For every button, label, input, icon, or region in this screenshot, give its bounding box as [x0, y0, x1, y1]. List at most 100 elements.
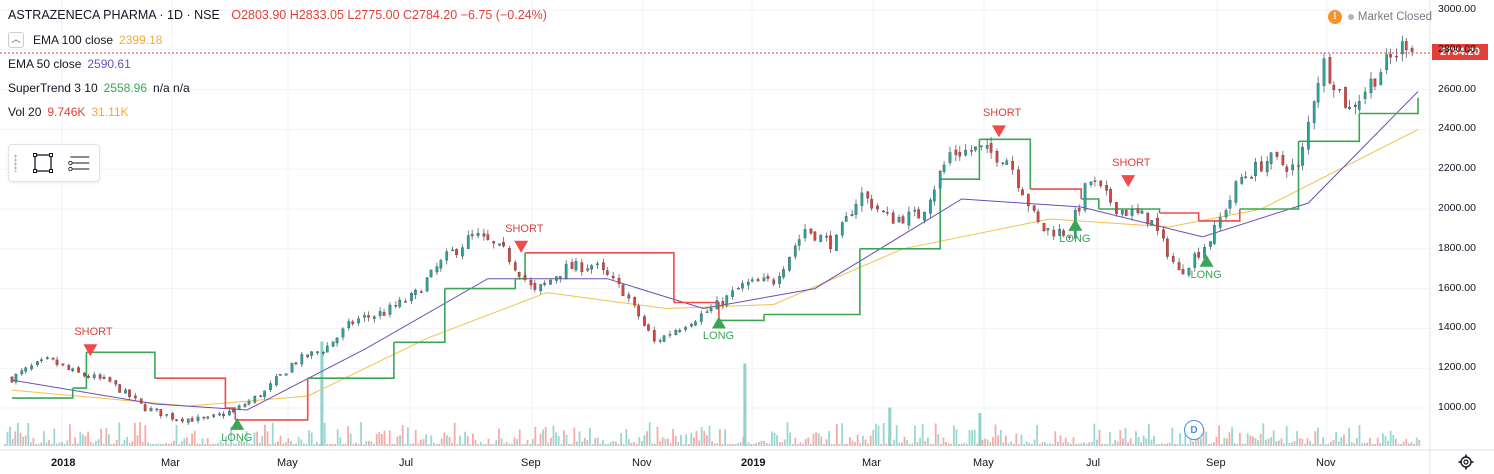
candle-body: [643, 316, 646, 326]
volume-bar: [451, 442, 453, 446]
supertrend-segment: [72, 352, 88, 389]
collapse-legend-button[interactable]: ︿: [8, 32, 24, 48]
volume-bar: [1249, 435, 1252, 446]
volume-bar: [815, 432, 817, 446]
volume-bar: [823, 443, 825, 446]
candle-body: [259, 395, 263, 397]
dividend-event-badge[interactable]: D: [1184, 420, 1204, 440]
indicator-supertrend[interactable]: SuperTrend 3 10 2558.96 n/a n/a: [8, 81, 190, 95]
volume-bar: [893, 439, 895, 446]
rectangle-tool-icon[interactable]: [31, 151, 55, 175]
volume-bar: [1246, 433, 1249, 446]
volume-bar: [305, 443, 308, 446]
candle-body: [1130, 209, 1134, 216]
candle-body: [455, 249, 458, 256]
volume-bar: [1101, 443, 1103, 446]
candle-body: [1389, 54, 1392, 58]
volume-bar: [607, 443, 609, 446]
candle-body: [1369, 78, 1373, 94]
candle-body: [498, 243, 501, 246]
volume-bar: [651, 443, 654, 446]
candle-body: [1026, 194, 1030, 207]
volume-bar: [95, 441, 97, 446]
volume-bar: [1267, 438, 1270, 446]
candle-body: [149, 408, 153, 412]
volume-bar: [167, 443, 170, 446]
volume-bar: [1236, 443, 1239, 446]
volume-bar: [620, 433, 622, 446]
volume-bar: [1257, 440, 1259, 446]
volume-bar: [682, 443, 685, 446]
candle-body: [989, 143, 993, 153]
candle-body: [466, 235, 470, 249]
volume-bar: [1158, 443, 1161, 446]
symbol-title[interactable]: ASTRAZENECA PHARMA · 1D · NSE: [8, 8, 220, 22]
volume-bar: [196, 443, 199, 446]
volume-bar: [63, 443, 66, 446]
candle-body: [1136, 208, 1140, 214]
volume-bar: [685, 434, 687, 446]
candle-body: [829, 235, 832, 250]
volume-bar: [516, 439, 518, 446]
candle-body: [45, 357, 49, 359]
candle-body: [278, 374, 282, 376]
volume-bar: [71, 443, 74, 446]
indicator-volume[interactable]: Vol 20 9.746K 31.11K: [8, 105, 129, 119]
volume-bar: [1174, 443, 1176, 446]
volume-bar: [287, 438, 290, 446]
volume-bar: [830, 443, 833, 446]
volume-bar: [396, 436, 399, 446]
volume-bar: [1088, 442, 1090, 446]
indicator-ema100[interactable]: ︿ EMA 100 close 2399.18: [8, 32, 162, 48]
candle-body: [882, 210, 885, 213]
candle-body: [492, 241, 496, 244]
volume-bar: [1197, 438, 1200, 446]
volume-bar: [173, 440, 175, 446]
volume-bar: [201, 438, 204, 446]
volume-bar: [1122, 438, 1124, 446]
volume-bar: [1324, 444, 1327, 446]
volume-bar: [466, 436, 469, 446]
volume-bar: [812, 433, 815, 446]
volume-bar: [1369, 437, 1371, 446]
volume-bar: [76, 443, 79, 446]
object-tree-icon[interactable]: [67, 151, 91, 175]
gear-icon[interactable]: [1458, 454, 1474, 470]
candle-body: [958, 152, 962, 157]
indicator-ema50[interactable]: EMA 50 close 2590.61: [8, 57, 131, 71]
volume-bar: [1215, 436, 1218, 446]
volume-bar: [50, 443, 53, 446]
volume-bar: [986, 439, 989, 446]
candle-body: [668, 334, 672, 336]
candle-body: [243, 404, 247, 407]
candle-body: [1046, 228, 1050, 231]
volume-bar: [687, 443, 690, 446]
candle-body: [410, 293, 413, 301]
volume-bar: [1075, 443, 1077, 446]
volume-bar: [836, 423, 838, 446]
volume-bar: [864, 439, 867, 446]
volume-bar: [1366, 442, 1369, 446]
volume-bar: [784, 439, 786, 446]
warning-icon[interactable]: !: [1327, 10, 1342, 24]
volume-bar: [1057, 441, 1059, 446]
volume-bar: [875, 423, 877, 446]
candle-body: [502, 242, 505, 247]
volume-bar: [412, 443, 414, 446]
volume-bar: [1023, 443, 1025, 446]
market-status[interactable]: ! Market Closed: [1327, 10, 1432, 24]
volume-bar: [14, 431, 17, 446]
volume-bar: [368, 440, 370, 446]
volume-bar: [342, 443, 344, 446]
drag-handle-icon[interactable]: [14, 154, 17, 172]
volume-bar: [760, 440, 763, 446]
volume-bar: [518, 429, 521, 446]
volume-bar: [347, 426, 349, 446]
candle-body: [1105, 184, 1108, 191]
candle-body: [118, 384, 122, 393]
candle-body: [658, 340, 662, 342]
volume-bar: [1244, 443, 1246, 446]
volume-bar: [461, 443, 464, 446]
supertrend-segment: [1159, 212, 1200, 221]
